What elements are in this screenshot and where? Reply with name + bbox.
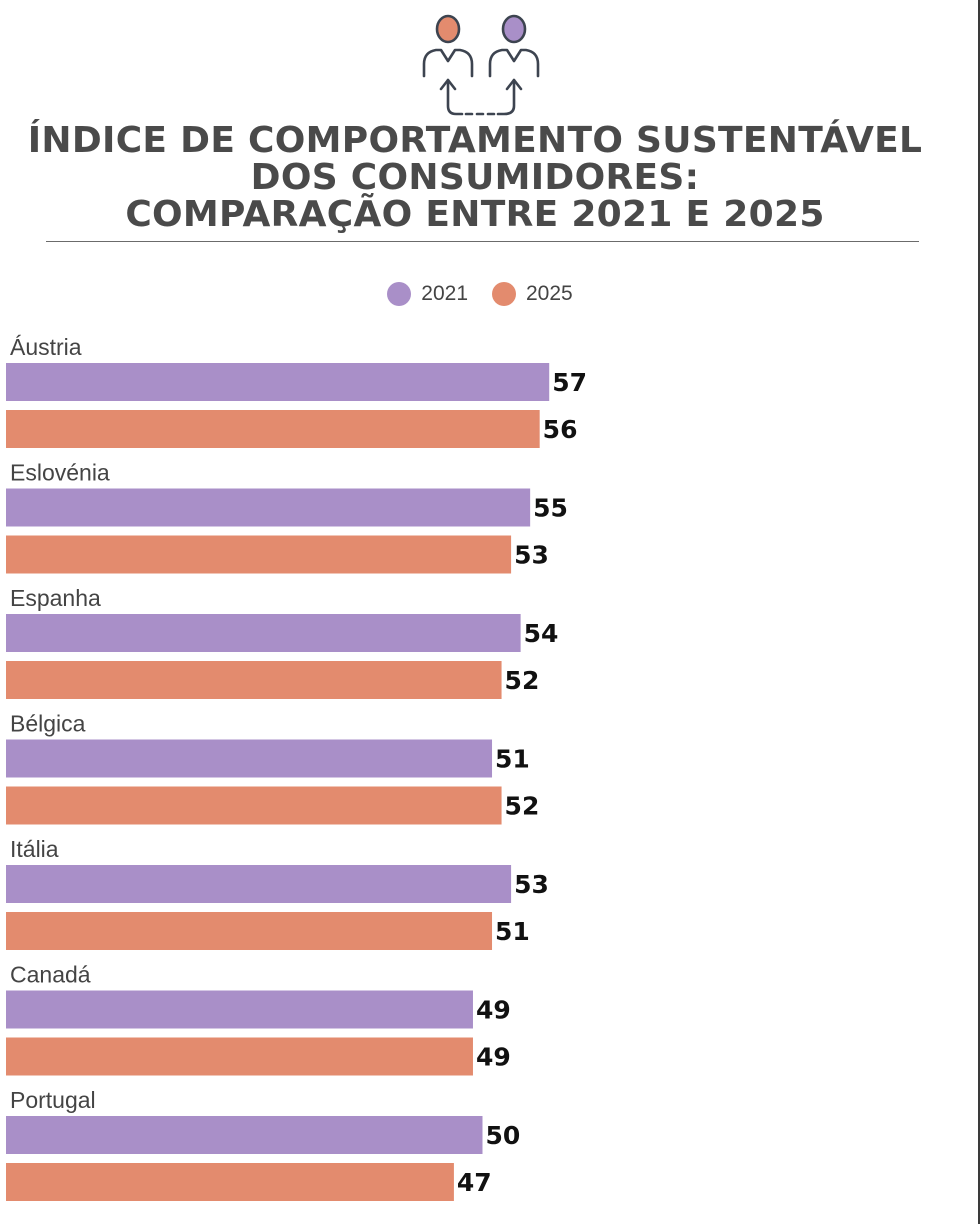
value-label-2021-cat-2: 54 bbox=[524, 619, 559, 648]
category-label-cat-6: Portugal bbox=[10, 1087, 96, 1113]
value-label-2021-cat-6: 50 bbox=[486, 1121, 521, 1150]
category-label-cat-1: Eslovénia bbox=[10, 460, 110, 486]
category-label-cat-0: Áustria bbox=[10, 334, 82, 360]
bar-2025-cat-3 bbox=[6, 786, 502, 825]
legend-label-2025: 2025 bbox=[526, 282, 573, 305]
title-line-1: ÍNDICE DE COMPORTAMENTO SUSTENTÁVEL bbox=[27, 120, 923, 161]
value-label-2025-cat-3: 52 bbox=[505, 792, 540, 821]
value-label-2025-cat-2: 52 bbox=[505, 666, 540, 695]
bar-2021-cat-0 bbox=[6, 363, 550, 401]
legend-swatch-2021 bbox=[387, 282, 412, 306]
bar-2021-cat-3 bbox=[6, 739, 493, 778]
value-label-2021-cat-3: 51 bbox=[495, 745, 530, 774]
category-label-cat-2: Espanha bbox=[10, 585, 101, 611]
legend: 2021 2025 bbox=[0, 282, 960, 306]
value-label-2021-cat-1: 55 bbox=[533, 494, 568, 523]
bar-2025-cat-5 bbox=[6, 1037, 473, 1076]
page-border bbox=[978, 0, 980, 1224]
legend-item-2025: 2025 bbox=[492, 282, 573, 306]
value-label-2025-cat-1: 53 bbox=[514, 541, 549, 570]
legend-swatch-2025 bbox=[492, 282, 516, 306]
bar-2021-cat-1 bbox=[6, 488, 531, 527]
bar-2025-cat-0 bbox=[6, 410, 540, 448]
bar-2025-cat-2 bbox=[6, 661, 502, 699]
bar-2025-cat-1 bbox=[6, 535, 512, 574]
chart-title: ÍNDICE DE COMPORTAMENTO SUSTENTÁVEL DOS … bbox=[0, 122, 950, 233]
category-label-cat-3: Bélgica bbox=[10, 711, 86, 737]
bar-2021-cat-5 bbox=[6, 990, 473, 1029]
bar-2021-cat-2 bbox=[6, 614, 521, 652]
title-line-3: COMPARAÇÃO ENTRE 2021 E 2025 bbox=[125, 194, 825, 235]
title-line-2: DOS CONSUMIDORES: bbox=[250, 157, 700, 198]
legend-label-2021: 2021 bbox=[421, 282, 468, 305]
two-people-exchange-icon bbox=[422, 14, 540, 116]
value-label-2021-cat-5: 49 bbox=[476, 996, 511, 1025]
category-label-cat-4: Itália bbox=[10, 836, 59, 862]
legend-item-2021: 2021 bbox=[387, 282, 468, 306]
bar-2025-cat-4 bbox=[6, 912, 493, 950]
bar-2021-cat-6 bbox=[6, 1116, 483, 1154]
value-label-2021-cat-4: 53 bbox=[514, 870, 549, 899]
category-label-cat-5: Canadá bbox=[10, 962, 91, 988]
value-label-2025-cat-6: 47 bbox=[457, 1168, 492, 1197]
value-label-2025-cat-0: 56 bbox=[543, 415, 578, 444]
title-divider bbox=[46, 241, 919, 242]
bar-2025-cat-6 bbox=[6, 1163, 454, 1201]
value-label-2025-cat-5: 49 bbox=[476, 1043, 511, 1072]
bar-2021-cat-4 bbox=[6, 865, 512, 903]
value-label-2025-cat-4: 51 bbox=[495, 917, 530, 946]
value-label-2021-cat-0: 57 bbox=[552, 368, 587, 397]
